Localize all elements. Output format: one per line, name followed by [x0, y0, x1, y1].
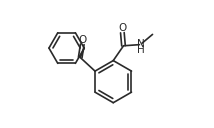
Text: N: N — [137, 39, 144, 49]
Text: O: O — [79, 35, 87, 45]
Text: H: H — [137, 45, 144, 55]
Text: O: O — [119, 23, 127, 33]
